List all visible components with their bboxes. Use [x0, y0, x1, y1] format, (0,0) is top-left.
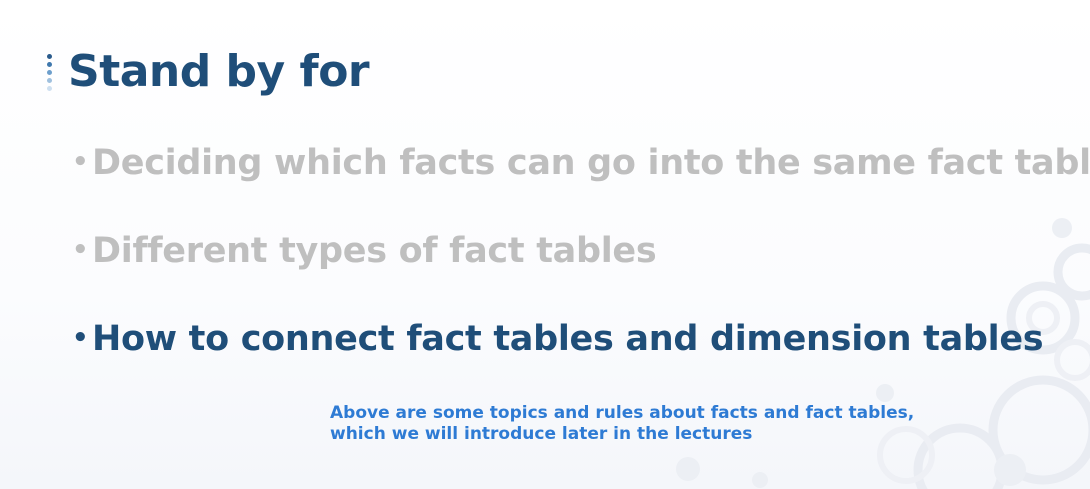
bullet-dot-icon: •: [72, 147, 89, 177]
slide-title: Stand by for: [68, 46, 370, 97]
annotation-line: Above are some topics and rules about fa…: [330, 403, 915, 423]
bullet-text: Different types of fact tables: [92, 231, 657, 271]
bullet-dot-icon: •: [72, 323, 89, 353]
bullet-dot-icon: •: [72, 235, 89, 265]
bullet-item: • Different types of fact tables: [72, 228, 657, 273]
bullet-item-active: • How to connect fact tables and dimensio…: [72, 316, 1044, 361]
annotation-line: which we will introduce later in the lec…: [330, 424, 753, 444]
title-marker-dots: [45, 54, 53, 94]
bullet-text: Deciding which facts can go into the sam…: [92, 143, 1090, 183]
bullet-text: How to connect fact tables and dimension…: [92, 319, 1044, 359]
annotation-note: Above are some topics and rules about fa…: [330, 403, 990, 445]
bullet-item: • Deciding which facts can go into the sa…: [72, 140, 1090, 185]
